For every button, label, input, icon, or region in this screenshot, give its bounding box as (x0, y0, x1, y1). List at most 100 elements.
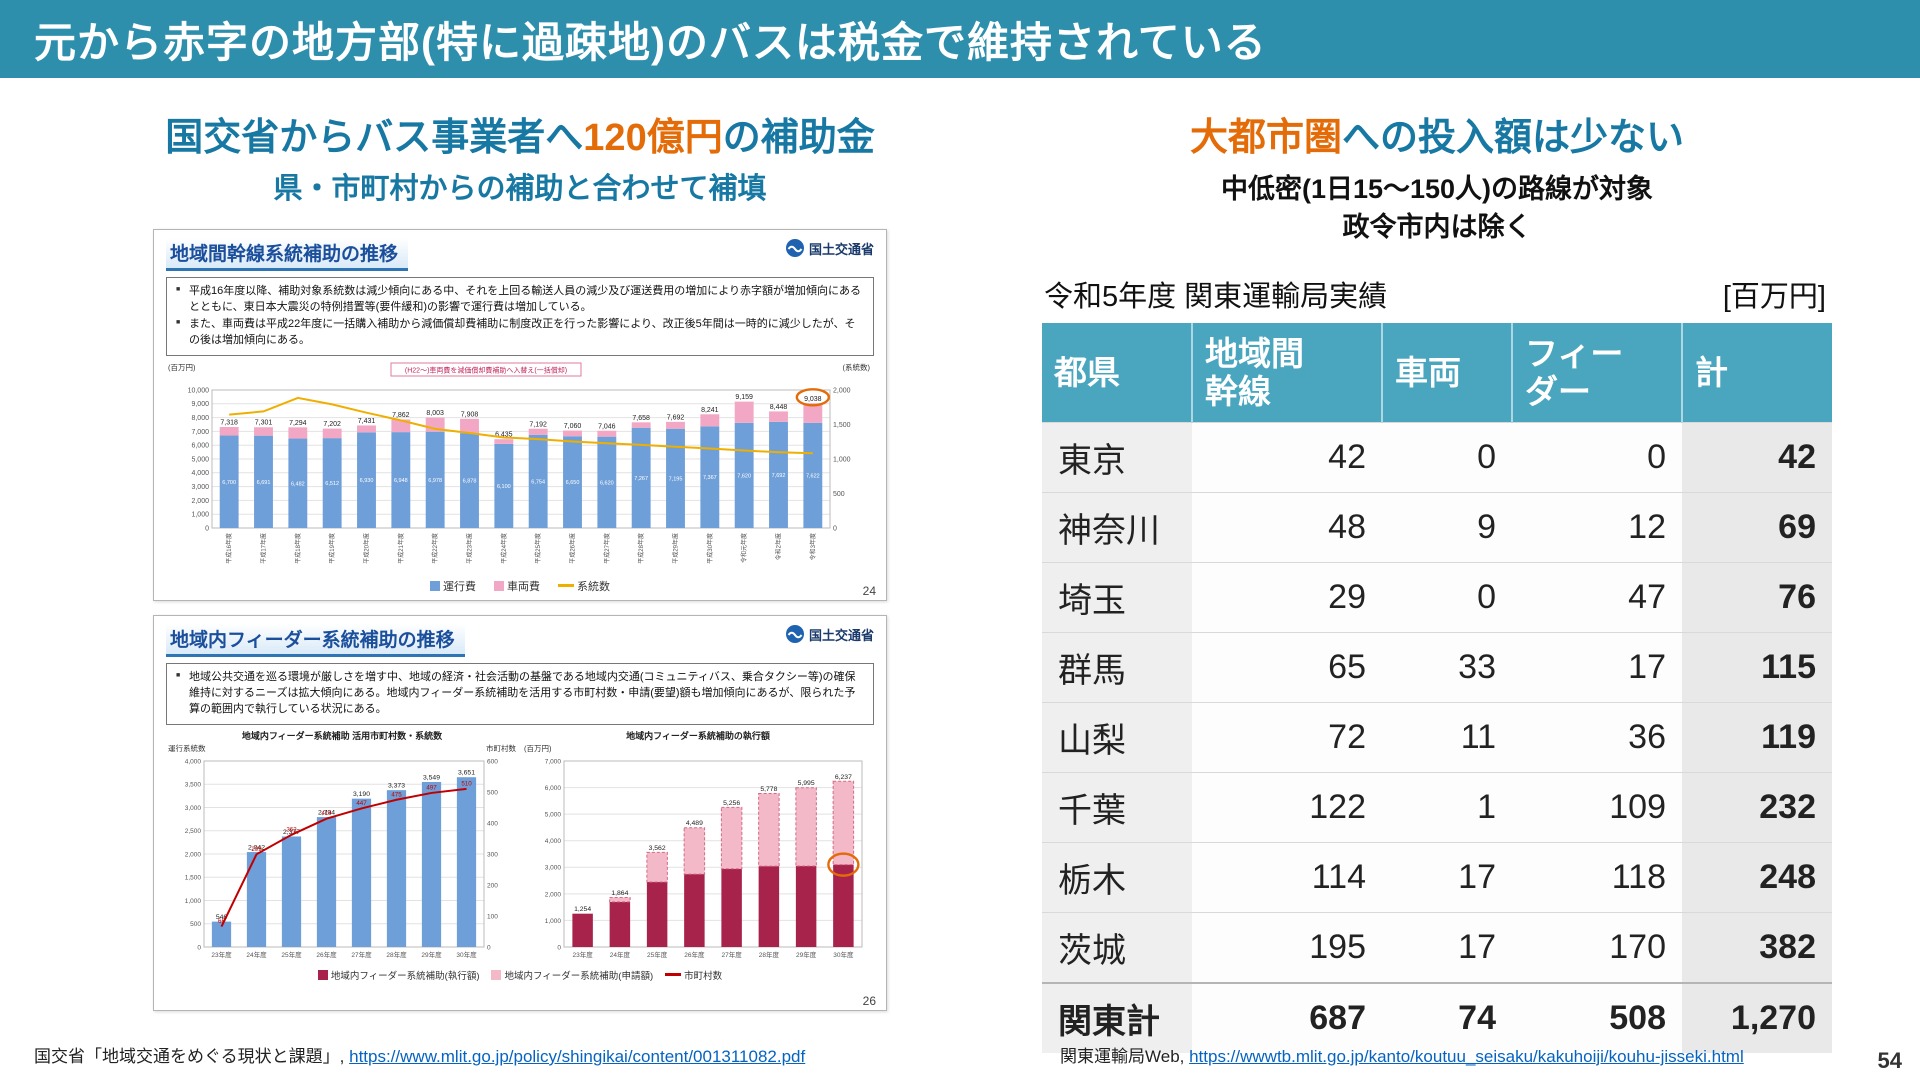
svg-text:平成18年度: 平成18年度 (294, 533, 302, 564)
svg-text:令和3年度: 令和3年度 (809, 533, 817, 560)
svg-text:6,878: 6,878 (463, 478, 477, 484)
svg-text:3,373: 3,373 (388, 782, 405, 789)
svg-text:414: 414 (321, 810, 332, 817)
svg-text:7,294: 7,294 (289, 420, 307, 427)
figure-title: 地域内フィーダー系統補助の推移 (166, 624, 465, 657)
mlit-logo-text: 国土交通省 (808, 627, 874, 643)
svg-text:(系統数): (系統数) (843, 362, 871, 372)
svg-text:令和2年度: 令和2年度 (775, 533, 783, 560)
svg-text:7,202: 7,202 (323, 421, 341, 428)
svg-text:9,038: 9,038 (804, 396, 822, 403)
svg-text:6,237: 6,237 (835, 774, 852, 781)
table-row: 山梨 72 11 36 119 (1042, 702, 1832, 773)
svg-text:7,000: 7,000 (545, 758, 562, 765)
column-header: 車両 (1382, 322, 1513, 423)
svg-text:510: 510 (461, 780, 472, 787)
table-row: 群馬 65 33 17 115 (1042, 632, 1832, 703)
svg-text:平成27年度: 平成27年度 (603, 533, 611, 564)
svg-text:6,482: 6,482 (291, 481, 305, 487)
value-cell: 9 (1382, 492, 1512, 563)
svg-text:30年度: 30年度 (456, 950, 477, 959)
svg-text:600: 600 (487, 758, 498, 765)
svg-text:2,377: 2,377 (283, 829, 300, 836)
svg-text:1,000: 1,000 (191, 511, 209, 518)
mlit-logo-text: 国土交通省 (808, 241, 874, 257)
table-caption-row: 令和5年度 関東運輸局実績 [百万円] (1044, 273, 1826, 315)
value-cell: 65 (1192, 632, 1382, 703)
svg-text:8,448: 8,448 (770, 404, 788, 411)
svg-text:市町村数: 市町村数 (486, 743, 516, 753)
value-cell: 119 (1682, 702, 1832, 773)
svg-text:500: 500 (487, 789, 498, 796)
svg-text:500: 500 (833, 491, 845, 498)
svg-text:(百万円): (百万円) (168, 363, 196, 372)
legend-item: 地域内フィーダー系統補助(申請額) (491, 968, 653, 982)
left-heading-post: の補助金 (722, 117, 875, 159)
right-subheading-line1: 中低密(1日15〜150人)の路線が対象 (1220, 174, 1654, 204)
svg-text:3,549: 3,549 (423, 774, 440, 781)
left-heading-pre: 国交省からバス事業者へ (165, 117, 584, 159)
value-cell: 114 (1192, 842, 1382, 913)
svg-text:7,862: 7,862 (392, 412, 410, 419)
row-header: 群馬 (1042, 632, 1192, 703)
svg-text:23年度: 23年度 (211, 950, 232, 959)
value-cell: 118 (1512, 842, 1682, 913)
legend-key (430, 580, 440, 591)
value-cell: 33 (1382, 632, 1512, 703)
value-cell: 122 (1192, 772, 1382, 843)
svg-text:1,000: 1,000 (185, 898, 202, 905)
svg-text:29年度: 29年度 (421, 950, 442, 959)
svg-text:地域内フィーダー系統補助 活用市町村数・系統数: 地域内フィーダー系統補助 活用市町村数・系統数 (242, 730, 443, 741)
svg-text:2,000: 2,000 (185, 851, 202, 858)
row-header: 栃木 (1042, 842, 1192, 913)
svg-text:6,691: 6,691 (257, 480, 271, 486)
value-cell: 42 (1192, 422, 1382, 493)
source-left: 国交省「地域交通をめぐる現状と課題」, https://www.mlit.go.… (34, 1042, 805, 1067)
table-row: 茨城 195 17 170 382 (1042, 912, 1832, 984)
value-cell: 42 (1682, 422, 1832, 493)
svg-text:27年度: 27年度 (722, 950, 743, 959)
value-cell: 72 (1192, 702, 1382, 773)
svg-text:546: 546 (216, 914, 228, 921)
value-cell: 17 (1382, 912, 1512, 984)
value-cell: 17 (1512, 632, 1682, 703)
source-right-link[interactable]: https://wwwtb.mlit.go.jp/kanto/koutuu_se… (1189, 1047, 1744, 1066)
figure-header: 地域内フィーダー系統補助の推移 国土交通省 (166, 624, 874, 657)
source-left-link[interactable]: https://www.mlit.go.jp/policy/shingikai/… (349, 1047, 806, 1066)
note-line: 平成16年度以降、補助対象系統数は減少傾向にある中、それを上回る輸送人員の減少及… (176, 284, 864, 316)
svg-text:6,512: 6,512 (325, 481, 339, 487)
legend-key (494, 580, 504, 591)
svg-text:7,692: 7,692 (772, 473, 786, 479)
legend-key (491, 969, 502, 980)
table-unit-label: [百万円] (1722, 280, 1826, 313)
mlit-logo: 国土交通省 (785, 624, 874, 644)
row-header: 茨城 (1042, 912, 1192, 984)
value-cell: 0 (1382, 422, 1512, 493)
figure-header: 地域間幹線系統補助の推移 国土交通省 (166, 238, 874, 271)
svg-text:23年度: 23年度 (573, 950, 594, 959)
svg-text:4,000: 4,000 (185, 758, 202, 765)
svg-text:7,908: 7,908 (461, 411, 479, 418)
table-caption: 令和5年度 関東運輸局実績 (1044, 280, 1388, 313)
svg-text:3,562: 3,562 (649, 845, 666, 852)
svg-text:8,000: 8,000 (191, 415, 209, 422)
svg-text:2,000: 2,000 (191, 498, 209, 505)
value-cell: 382 (1682, 912, 1832, 984)
table-header-row: 都県 地域間 幹線 車両 フィー ダー計 (1042, 322, 1832, 423)
svg-text:2,000: 2,000 (545, 891, 562, 898)
source-right-text: 関東運輸局Web, (1060, 1047, 1190, 1066)
svg-text:28年度: 28年度 (759, 950, 780, 959)
value-cell: 47 (1512, 562, 1682, 633)
svg-text:1,500: 1,500 (833, 422, 851, 429)
svg-text:24年度: 24年度 (246, 950, 267, 959)
svg-text:7,318: 7,318 (220, 419, 238, 426)
svg-text:平成29年度: 平成29年度 (672, 533, 680, 564)
svg-text:平成19年度: 平成19年度 (328, 533, 336, 564)
svg-text:26年度: 26年度 (316, 950, 337, 959)
table-row: 埼玉 29 0 47 76 (1042, 562, 1832, 633)
svg-text:28年度: 28年度 (386, 950, 407, 959)
value-cell: 17 (1382, 842, 1512, 913)
legend-key (558, 583, 574, 587)
svg-text:3,000: 3,000 (545, 864, 562, 871)
svg-text:1,254: 1,254 (574, 906, 591, 913)
